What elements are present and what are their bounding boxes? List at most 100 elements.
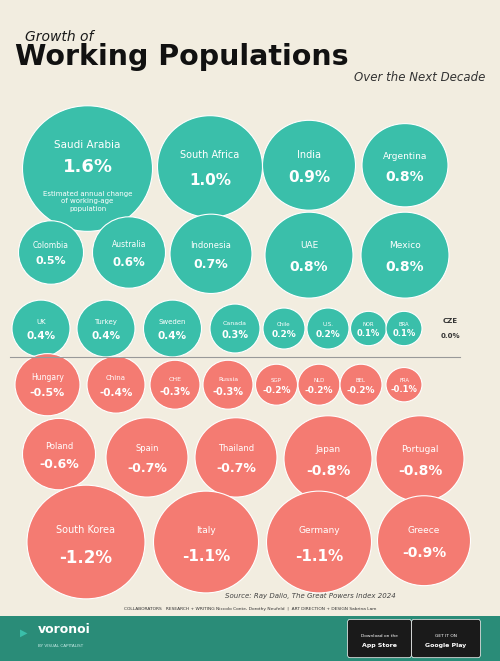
Text: 0.8%: 0.8%: [386, 260, 424, 274]
Ellipse shape: [362, 124, 448, 207]
Text: CZE: CZE: [442, 317, 458, 324]
Text: Over the Next Decade: Over the Next Decade: [354, 71, 485, 84]
Text: -0.7%: -0.7%: [127, 462, 167, 475]
Text: Turkey: Turkey: [94, 319, 118, 325]
Ellipse shape: [18, 221, 84, 284]
Text: Spain: Spain: [135, 444, 159, 453]
Text: South Africa: South Africa: [180, 150, 240, 161]
Text: Google Play: Google Play: [426, 642, 467, 648]
Ellipse shape: [22, 418, 96, 490]
Ellipse shape: [386, 368, 422, 402]
Text: Germany: Germany: [298, 526, 340, 535]
Ellipse shape: [376, 416, 464, 502]
Text: 0.3%: 0.3%: [222, 330, 248, 340]
Text: Estimated annual change
of working-age
population: Estimated annual change of working-age p…: [43, 191, 132, 212]
Text: -0.2%: -0.2%: [347, 386, 375, 395]
Text: Japan: Japan: [316, 445, 340, 454]
Text: Download on the: Download on the: [361, 634, 398, 638]
Ellipse shape: [284, 416, 372, 502]
Text: India: India: [297, 150, 321, 161]
Ellipse shape: [22, 106, 152, 231]
Text: -0.2%: -0.2%: [305, 386, 333, 395]
Text: -0.7%: -0.7%: [216, 462, 256, 475]
FancyBboxPatch shape: [348, 619, 412, 658]
Text: Russia: Russia: [218, 377, 238, 382]
Ellipse shape: [92, 217, 166, 288]
Ellipse shape: [262, 120, 356, 210]
Ellipse shape: [27, 485, 145, 599]
Text: -0.4%: -0.4%: [100, 387, 132, 398]
Ellipse shape: [144, 300, 202, 357]
Text: 0.4%: 0.4%: [26, 331, 56, 342]
Text: GET IT ON: GET IT ON: [435, 634, 457, 638]
Text: -1.1%: -1.1%: [295, 549, 343, 564]
Ellipse shape: [106, 418, 188, 497]
Text: 0.9%: 0.9%: [288, 171, 330, 185]
Text: South Korea: South Korea: [56, 525, 116, 535]
Text: -1.2%: -1.2%: [60, 549, 112, 567]
Text: Argentina: Argentina: [383, 151, 427, 161]
Text: -0.3%: -0.3%: [160, 387, 190, 397]
Text: Greece: Greece: [408, 526, 440, 535]
Text: -0.3%: -0.3%: [212, 387, 244, 397]
Ellipse shape: [263, 308, 305, 349]
Text: -0.9%: -0.9%: [402, 546, 446, 561]
Ellipse shape: [210, 304, 260, 353]
Text: Working Populations: Working Populations: [15, 43, 348, 71]
Text: Thailand: Thailand: [218, 444, 254, 453]
Ellipse shape: [386, 311, 422, 346]
Text: App Store: App Store: [362, 642, 397, 648]
Text: BEL: BEL: [356, 377, 366, 383]
Text: 0.0%: 0.0%: [440, 333, 460, 340]
Ellipse shape: [265, 212, 353, 298]
Ellipse shape: [195, 418, 277, 497]
Text: Canada: Canada: [223, 321, 247, 326]
Text: Poland: Poland: [45, 442, 73, 451]
Text: NOR: NOR: [363, 322, 374, 327]
Text: 0.1%: 0.1%: [357, 329, 380, 338]
Text: 0.4%: 0.4%: [158, 331, 187, 342]
Text: -1.1%: -1.1%: [182, 549, 230, 564]
Ellipse shape: [12, 300, 70, 357]
Text: 0.5%: 0.5%: [36, 256, 66, 266]
FancyBboxPatch shape: [412, 619, 480, 658]
Text: BY VISUAL CAPITALIST: BY VISUAL CAPITALIST: [38, 644, 83, 648]
Text: Colombia: Colombia: [33, 241, 69, 250]
Text: Portugal: Portugal: [401, 445, 439, 454]
Ellipse shape: [340, 364, 382, 405]
Text: -0.2%: -0.2%: [262, 386, 291, 395]
Text: FRA: FRA: [399, 378, 409, 383]
Text: 0.6%: 0.6%: [112, 256, 146, 269]
Text: U.S.: U.S.: [322, 321, 334, 327]
Ellipse shape: [361, 212, 449, 298]
Ellipse shape: [350, 311, 386, 346]
Text: ▶: ▶: [20, 627, 28, 638]
Text: NLD: NLD: [314, 377, 324, 383]
Text: Sweden: Sweden: [159, 319, 186, 325]
FancyBboxPatch shape: [0, 616, 500, 661]
Text: 0.4%: 0.4%: [92, 331, 120, 342]
Text: 0.2%: 0.2%: [272, 330, 296, 338]
Ellipse shape: [298, 364, 340, 405]
Ellipse shape: [154, 491, 258, 593]
Text: China: China: [106, 375, 126, 381]
Text: Saudi Arabia: Saudi Arabia: [54, 139, 120, 149]
Text: Indonesia: Indonesia: [190, 241, 232, 250]
Text: Hungary: Hungary: [31, 373, 64, 382]
Ellipse shape: [150, 360, 200, 409]
Text: 1.0%: 1.0%: [189, 173, 231, 188]
Text: 0.8%: 0.8%: [290, 260, 329, 274]
Text: SGP: SGP: [271, 377, 282, 383]
Text: Source: Ray Dalio, The Great Powers Index 2024: Source: Ray Dalio, The Great Powers Inde…: [224, 593, 396, 600]
Text: -0.1%: -0.1%: [390, 385, 417, 394]
Text: 0.7%: 0.7%: [194, 258, 228, 272]
Ellipse shape: [170, 214, 252, 293]
Text: UK: UK: [36, 319, 46, 325]
Text: UAE: UAE: [300, 241, 318, 251]
Text: COLLABORATORS   RESEARCH + WRITING Niccolo Conte, Dorothy Neufeld  |  ART DIRECT: COLLABORATORS RESEARCH + WRITING Niccolo…: [124, 607, 376, 611]
Ellipse shape: [203, 360, 253, 409]
Ellipse shape: [87, 356, 145, 413]
Text: Growth of: Growth of: [25, 30, 94, 44]
Text: BRA: BRA: [398, 322, 409, 327]
Text: 0.8%: 0.8%: [386, 170, 424, 184]
